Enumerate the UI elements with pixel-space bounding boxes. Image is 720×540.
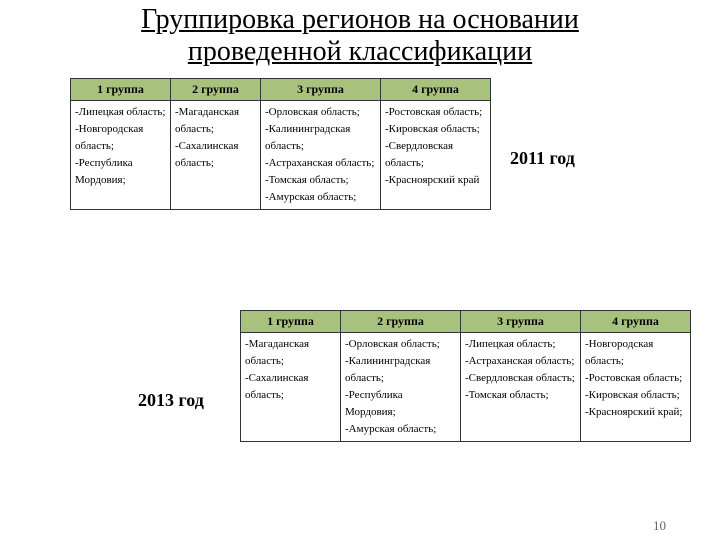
table-cell: -Липецкая область;-Новгородская область;… bbox=[71, 101, 171, 210]
table-cell: -Орловская область;-Калининградская обла… bbox=[341, 333, 461, 442]
page-number: 10 bbox=[653, 518, 666, 534]
table-header-cell: 3 группа bbox=[461, 311, 581, 333]
table-cell: -Ростовская область;-Кировская область;-… bbox=[381, 101, 491, 210]
title-line-1: Группировка регионов на основании bbox=[141, 4, 579, 35]
table-2011: 1 группа2 группа3 группа4 группа -Липецка… bbox=[70, 78, 491, 210]
table-header-cell: 2 группа bbox=[341, 311, 461, 333]
table-cell: -Новгородская область;-Ростовская област… bbox=[581, 333, 691, 442]
table-2011-block: 1 группа2 группа3 группа4 группа -Липецка… bbox=[70, 78, 491, 210]
table-header-cell: 3 группа bbox=[261, 79, 381, 101]
table-header-cell: 4 группа bbox=[581, 311, 691, 333]
slide-title: Группировка регионов на основании провед… bbox=[0, 0, 720, 70]
table-header-cell: 1 группа bbox=[71, 79, 171, 101]
table-cell: -Магаданская область;-Сахалинская област… bbox=[241, 333, 341, 442]
table-header-cell: 4 группа bbox=[381, 79, 491, 101]
table-cell: -Магаданская область;-Сахалинская област… bbox=[171, 101, 261, 210]
year-label-2013: 2013 год bbox=[138, 390, 204, 411]
title-line-2: проведенной классификации bbox=[188, 36, 532, 67]
table-cell: -Липецкая область;-Астраханская область;… bbox=[461, 333, 581, 442]
table-2013-block: 1 группа2 группа3 группа4 группа -Магадан… bbox=[240, 310, 691, 442]
table-cell: -Орловская область;-Калининградская обла… bbox=[261, 101, 381, 210]
table-header-cell: 2 группа bbox=[171, 79, 261, 101]
year-label-2011: 2011 год bbox=[510, 148, 575, 169]
table-header-cell: 1 группа bbox=[241, 311, 341, 333]
table-2013: 1 группа2 группа3 группа4 группа -Магадан… bbox=[240, 310, 691, 442]
